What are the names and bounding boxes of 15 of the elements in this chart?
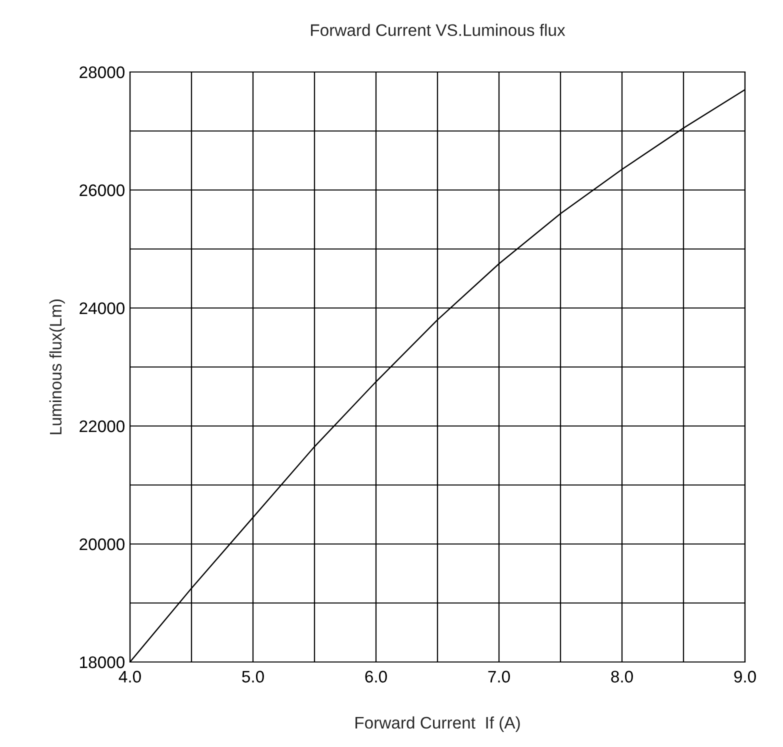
y-tick-label: 22000 <box>80 420 124 432</box>
y-tick-label: 20000 <box>80 538 124 550</box>
x-tick-label: 9.0 <box>734 670 756 683</box>
x-tick-label: 4.0 <box>118 670 141 683</box>
y-tick-label: 28000 <box>80 66 124 78</box>
x-axis-title: Forward Current If (A) <box>356 716 520 732</box>
x-tick-label: 8.0 <box>611 670 633 683</box>
x-tick-label: 7.0 <box>488 670 510 683</box>
x-tick-label: 5.0 <box>242 670 264 683</box>
y-tick-label: 18000 <box>80 656 124 668</box>
x-tick-label: 6.0 <box>365 670 387 683</box>
y-axis-title: Luminous flux(Lm) <box>49 299 65 434</box>
y-tick-label: 26000 <box>80 184 124 196</box>
y-tick-label: 24000 <box>80 302 124 314</box>
chart-title: Forward Current VS.Luminous flux <box>311 24 566 36</box>
